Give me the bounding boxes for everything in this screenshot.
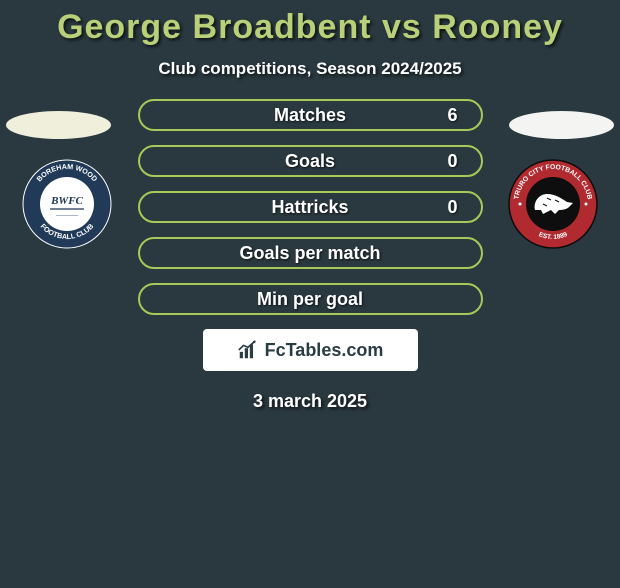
svg-text:BWFC: BWFC [50, 195, 83, 207]
boreham-wood-badge-icon: BOREHAM WOOD FOOTBALL CLUB BWFC ———— [22, 159, 112, 249]
stat-row: Goals0 [138, 145, 483, 177]
stat-row: Matches6 [138, 99, 483, 131]
stat-value-right: 6 [425, 105, 481, 126]
stat-value-right: 0 [425, 197, 481, 218]
comparison-subtitle: Club competitions, Season 2024/2025 [0, 59, 620, 79]
stat-label: Goals [196, 151, 425, 172]
svg-text:————: ———— [56, 213, 79, 219]
snapshot-date: 3 march 2025 [0, 391, 620, 412]
attribution-text: FcTables.com [265, 340, 384, 361]
attribution-badge: FcTables.com [203, 329, 418, 371]
stat-row: Hattricks0 [138, 191, 483, 223]
comparison-content: BOREHAM WOOD FOOTBALL CLUB BWFC ———— TRU… [0, 99, 620, 412]
stat-label: Goals per match [196, 243, 425, 264]
truro-city-badge-icon: TRURO CITY FOOTBALL CLUB EST. 1889 [508, 159, 598, 249]
stat-label: Hattricks [196, 197, 425, 218]
stats-list: Matches6Goals0Hattricks0Goals per matchM… [138, 99, 483, 315]
comparison-title: George Broadbent vs Rooney [0, 8, 620, 47]
player-left-oval [6, 111, 111, 139]
club-badge-left: BOREHAM WOOD FOOTBALL CLUB BWFC ———— [22, 159, 112, 249]
club-badge-right: TRURO CITY FOOTBALL CLUB EST. 1889 [508, 159, 598, 249]
stat-row: Goals per match [138, 237, 483, 269]
stat-label: Min per goal [196, 289, 425, 310]
stat-value-right: 0 [425, 151, 481, 172]
player-right-oval [509, 111, 614, 139]
stat-row: Min per goal [138, 283, 483, 315]
bar-chart-icon [237, 339, 259, 361]
stat-label: Matches [196, 105, 425, 126]
